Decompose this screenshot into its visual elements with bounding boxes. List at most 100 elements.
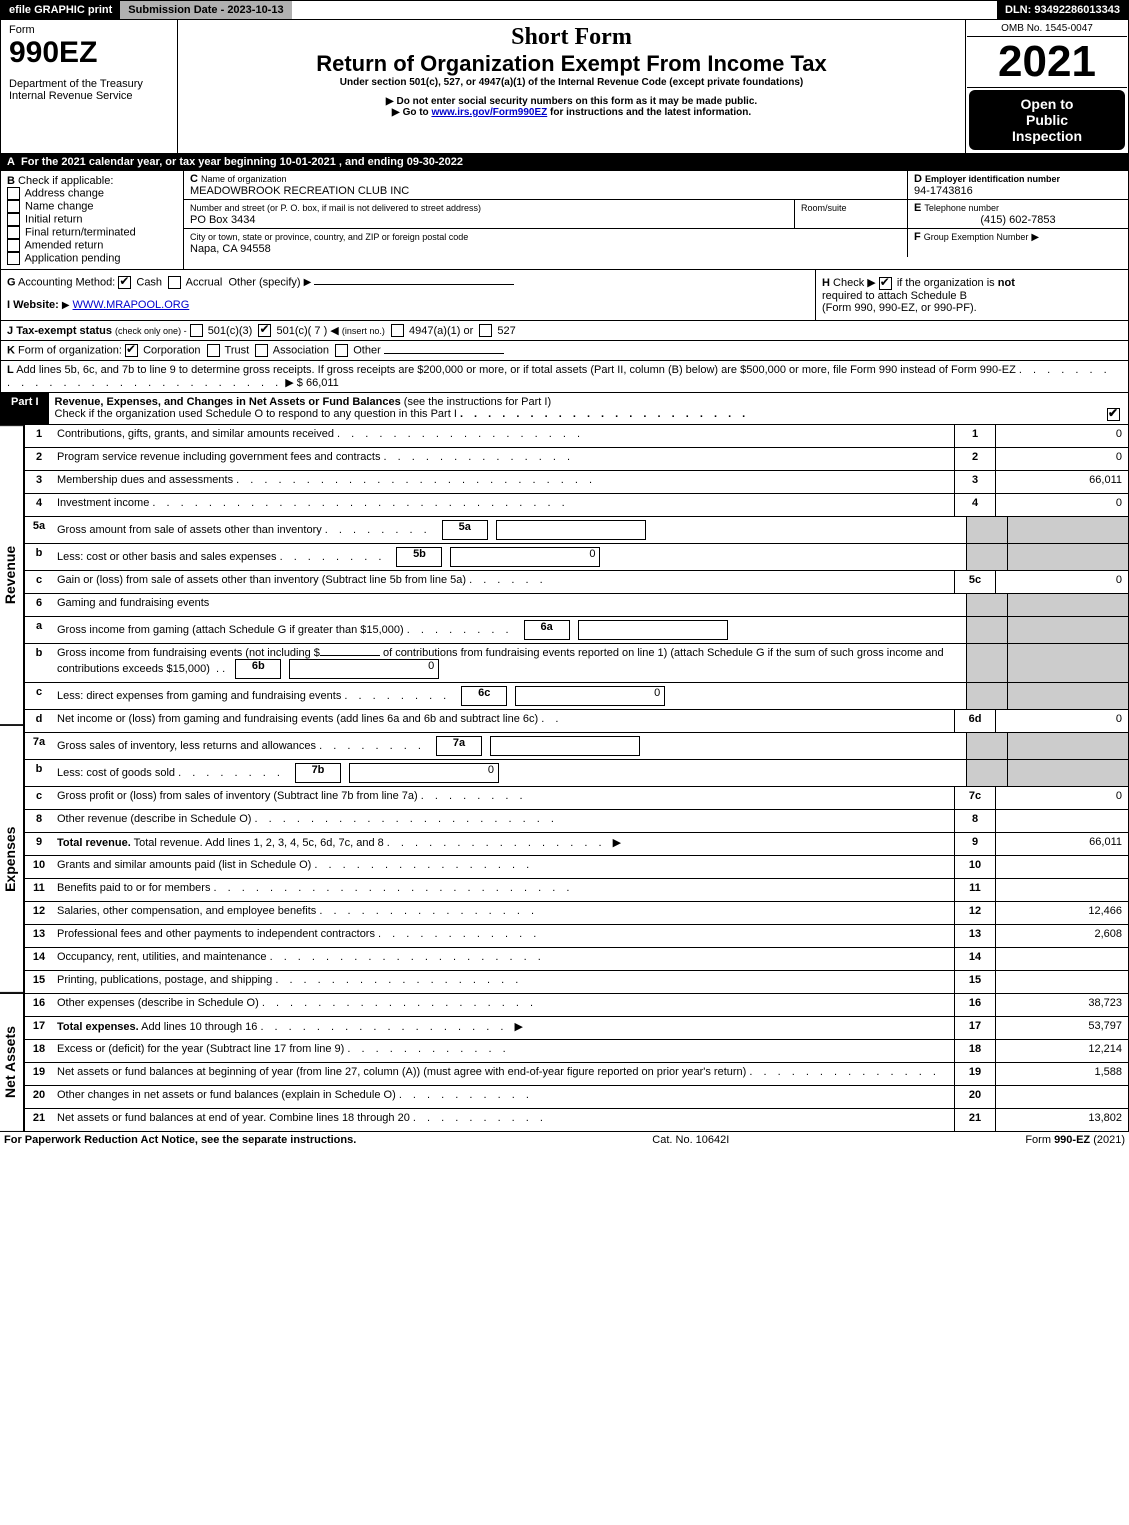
irs-link[interactable]: www.irs.gov/Form990EZ — [431, 107, 547, 118]
corporation-checkbox[interactable] — [125, 344, 138, 357]
line-val: 66,011 — [995, 471, 1128, 493]
org-city: Napa, CA 94558 — [190, 243, 271, 255]
boxb-checkbox[interactable] — [7, 187, 20, 200]
501c3-checkbox[interactable] — [190, 324, 203, 337]
line-19: 19Net assets or fund balances at beginni… — [24, 1063, 1129, 1086]
box-f-label: Group Exemption Number — [924, 232, 1029, 242]
expenses-label: Expenses — [0, 725, 24, 993]
4947-checkbox[interactable] — [391, 324, 404, 337]
501c-checkbox[interactable] — [258, 324, 271, 337]
line-5a: 5aGross amount from sale of assets other… — [24, 517, 1129, 544]
ein: 94-1743816 — [914, 185, 973, 197]
line-9: 9Total revenue. Total revenue. Add lines… — [24, 833, 1129, 856]
line-18: 18Excess or (deficit) for the year (Subt… — [24, 1040, 1129, 1063]
line-2: 2Program service revenue including gover… — [24, 448, 1129, 471]
gross-receipts-amount: $ 66,011 — [297, 377, 339, 389]
main-title: Return of Organization Exempt From Incom… — [186, 51, 957, 77]
dept-irs: Internal Revenue Service — [9, 90, 169, 102]
line-15: 15Printing, publications, postage, and s… — [24, 971, 1129, 994]
line-val — [995, 856, 1128, 878]
topbar: efile GRAPHIC print Submission Date - 20… — [0, 0, 1129, 20]
short-form-title: Short Form — [186, 24, 957, 51]
line-21: 21Net assets or fund balances at end of … — [24, 1109, 1129, 1132]
line-5c: cGain or (loss) from sale of assets othe… — [24, 571, 1129, 594]
line-val: 2,608 — [995, 925, 1128, 947]
association-checkbox[interactable] — [255, 344, 268, 357]
box-c-city-label: City or town, state or province, country… — [190, 232, 468, 242]
line-1: 1Contributions, gifts, grants, and simil… — [24, 425, 1129, 448]
box-e-label: Telephone number — [924, 203, 999, 213]
identity-block: B Check if applicable: Address change Na… — [0, 171, 1129, 270]
gh-row: G Accounting Method: Cash Accrual Other … — [0, 270, 1129, 321]
line-val: 53,797 — [995, 1017, 1128, 1039]
boxb-checkbox[interactable] — [7, 239, 20, 252]
dept-treasury: Department of the Treasury — [9, 78, 169, 90]
efile-link[interactable]: efile GRAPHIC print — [1, 1, 120, 19]
box-c-addr-label: Number and street (or P. O. box, if mail… — [190, 203, 481, 213]
line-num-box: 9 — [954, 833, 995, 855]
line-13: 13Professional fees and other payments t… — [24, 925, 1129, 948]
schedule-o-checkbox[interactable] — [1107, 408, 1120, 421]
boxb-checkbox[interactable] — [7, 226, 20, 239]
form-word: Form — [9, 24, 169, 36]
line-num-box: 11 — [954, 879, 995, 901]
line-6: 6Gaming and fundraising events — [24, 594, 1129, 617]
line-6c: cLess: direct expenses from gaming and f… — [24, 683, 1129, 710]
line-12: 12Salaries, other compensation, and empl… — [24, 902, 1129, 925]
line-8: 8Other revenue (describe in Schedule O) … — [24, 810, 1129, 833]
line-val — [995, 879, 1128, 901]
boxb-checkbox[interactable] — [7, 252, 20, 265]
open-to-public: Open to Public Inspection — [969, 90, 1125, 150]
form-number: 990EZ — [9, 36, 169, 70]
box-c-name-label: Name of organization — [201, 174, 287, 184]
cash-checkbox[interactable] — [118, 276, 131, 289]
accrual-checkbox[interactable] — [168, 276, 181, 289]
line-14: 14Occupancy, rent, utilities, and mainte… — [24, 948, 1129, 971]
subtitle: Under section 501(c), 527, or 4947(a)(1)… — [186, 77, 957, 88]
part1-label: Part I — [1, 393, 49, 424]
gross-receipts-row: L Add lines 5b, 6c, and 7b to line 9 to … — [0, 361, 1129, 393]
line-num-box: 3 — [954, 471, 995, 493]
line-4: 4Investment income . . . . . . . . . . .… — [24, 494, 1129, 517]
boxb-checkbox[interactable] — [7, 200, 20, 213]
line-num-box: 16 — [954, 994, 995, 1016]
line-16: 16Other expenses (describe in Schedule O… — [24, 994, 1129, 1017]
part1-header: Part I Revenue, Expenses, and Changes in… — [0, 393, 1129, 425]
schedule-b-checkbox[interactable] — [879, 277, 892, 290]
line-11: 11Benefits paid to or for members . . . … — [24, 879, 1129, 902]
line-3: 3Membership dues and assessments . . . .… — [24, 471, 1129, 494]
line-num-box: 12 — [954, 902, 995, 924]
line-num-box: 5c — [954, 571, 995, 593]
line-num-box: 8 — [954, 810, 995, 832]
form-of-org-row: K Form of organization: Corporation Trus… — [0, 341, 1129, 361]
line-num-box: 7c — [954, 787, 995, 809]
line-num-box: 6d — [954, 710, 995, 732]
line-val: 0 — [995, 448, 1128, 470]
tax-exempt-row: J Tax-exempt status (check only one) - 5… — [0, 321, 1129, 342]
box-d-label: Employer identification number — [925, 174, 1060, 184]
line-val: 0 — [995, 787, 1128, 809]
527-checkbox[interactable] — [479, 324, 492, 337]
org-name: MEADOWBROOK RECREATION CLUB INC — [190, 185, 409, 197]
note-goto: Go to www.irs.gov/Form990EZ for instruct… — [186, 107, 957, 118]
line-num-box: 10 — [954, 856, 995, 878]
boxb-checkbox[interactable] — [7, 213, 20, 226]
line-val: 0 — [995, 571, 1128, 593]
line-val: 13,802 — [995, 1109, 1128, 1131]
line-num-box: 15 — [954, 971, 995, 993]
trust-checkbox[interactable] — [207, 344, 220, 357]
footer-right: Form 990-EZ (2021) — [1025, 1134, 1125, 1146]
note-ssn: Do not enter social security numbers on … — [186, 96, 957, 107]
box-c-room-label: Room/suite — [801, 203, 847, 213]
part1-title: Revenue, Expenses, and Changes in Net As… — [55, 396, 401, 408]
line-7a: 7aGross sales of inventory, less returns… — [24, 733, 1129, 760]
line-6b: bGross income from fundraising events (n… — [24, 644, 1129, 683]
line-val: 38,723 — [995, 994, 1128, 1016]
other-checkbox[interactable] — [335, 344, 348, 357]
line-val — [995, 948, 1128, 970]
line-val — [995, 810, 1128, 832]
org-addr: PO Box 3434 — [190, 214, 255, 226]
period-line: AFor the 2021 calendar year, or tax year… — [0, 154, 1129, 171]
website-link[interactable]: WWW.MRAPOOL.ORG — [73, 299, 190, 311]
box-b-title: Check if applicable: — [18, 175, 113, 187]
